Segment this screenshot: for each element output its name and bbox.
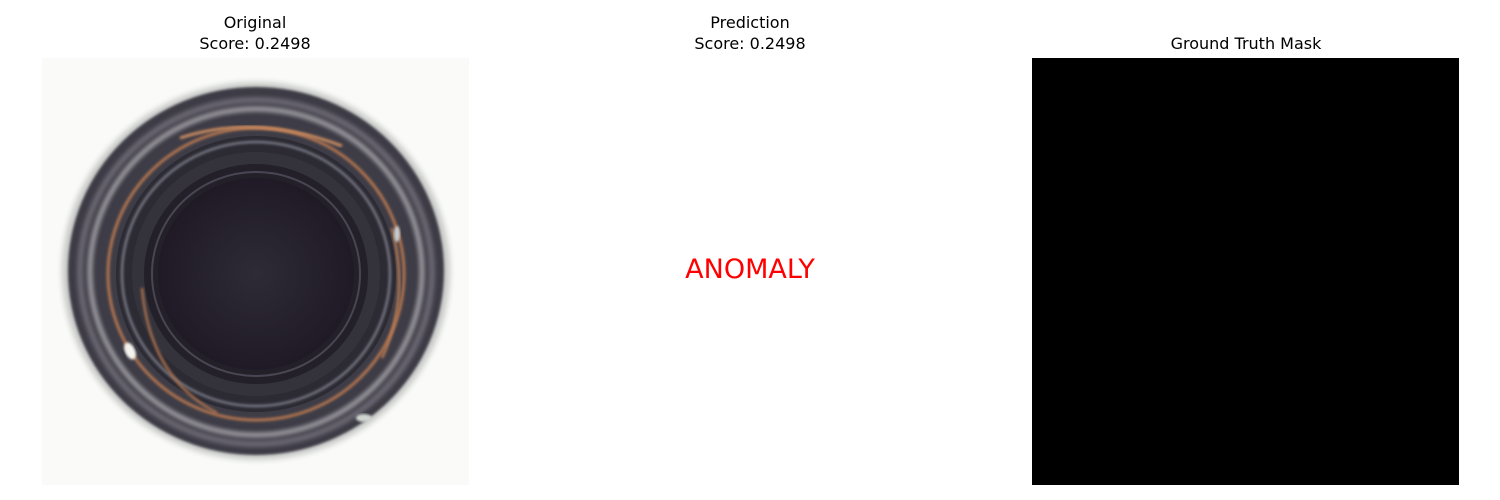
ground-truth-mask [1032, 58, 1459, 485]
original-bottle-image [42, 58, 469, 485]
ground-truth-title: Ground Truth Mask [1170, 34, 1322, 53]
anomaly-label: ANOMALY [685, 254, 815, 285]
original-panel-title: Original Score: 0.2498 [155, 12, 355, 54]
prediction-panel-title: Prediction Score: 0.2498 [650, 12, 850, 54]
original-title: Original [223, 13, 287, 32]
original-score: Score: 0.2498 [199, 34, 311, 53]
prediction-title: Prediction [710, 13, 790, 32]
prediction-score: Score: 0.2498 [694, 34, 806, 53]
